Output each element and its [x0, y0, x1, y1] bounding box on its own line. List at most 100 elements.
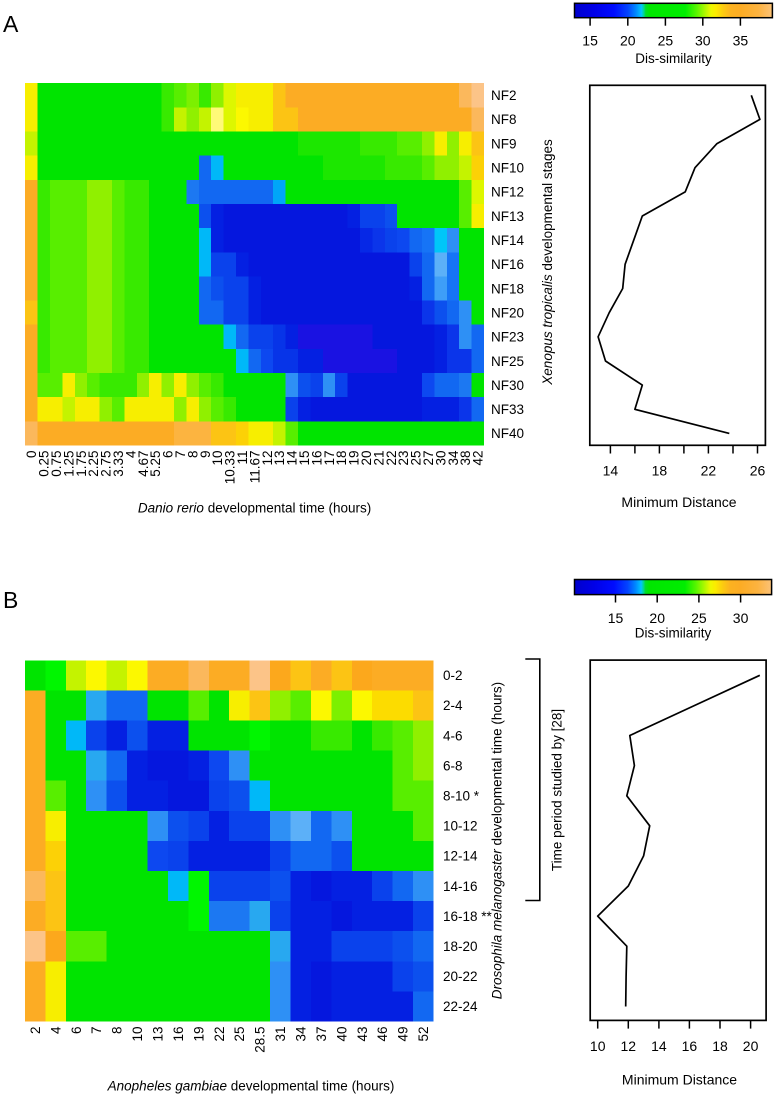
svg-text:12-14: 12-14 — [443, 849, 478, 864]
svg-text:20-22: 20-22 — [443, 969, 478, 984]
svg-text:21: 21 — [371, 451, 386, 466]
svg-text:Time period studied by [28]: Time period studied by [28] — [550, 709, 565, 871]
svg-text:18-20: 18-20 — [443, 939, 478, 954]
svg-text:13: 13 — [272, 451, 287, 466]
svg-text:20: 20 — [620, 33, 636, 49]
svg-text:25: 25 — [658, 33, 674, 49]
svg-text:NF9: NF9 — [491, 136, 517, 151]
svg-text:4.67: 4.67 — [136, 451, 151, 477]
svg-text:2.25: 2.25 — [86, 451, 101, 477]
svg-text:18: 18 — [712, 1038, 728, 1054]
svg-text:38: 38 — [458, 451, 473, 466]
svg-text:0: 0 — [24, 451, 39, 459]
svg-text:NF14: NF14 — [491, 233, 525, 248]
svg-text:NF16: NF16 — [491, 257, 524, 272]
svg-text:NF18: NF18 — [491, 281, 524, 296]
svg-text:49: 49 — [396, 1027, 411, 1042]
svg-text:6-8: 6-8 — [443, 758, 463, 773]
svg-text:30: 30 — [695, 33, 711, 49]
svg-text:30: 30 — [733, 610, 749, 626]
svg-text:Minimum Distance: Minimum Distance — [621, 494, 736, 510]
svg-text:25: 25 — [691, 610, 707, 626]
svg-text:30: 30 — [433, 451, 448, 466]
svg-text:40: 40 — [334, 1027, 349, 1042]
svg-text:8: 8 — [185, 451, 200, 459]
svg-text:2-4: 2-4 — [443, 698, 463, 713]
svg-text:1.75: 1.75 — [74, 451, 89, 477]
svg-text:22: 22 — [212, 1027, 227, 1042]
svg-text:4-6: 4-6 — [443, 728, 463, 743]
svg-text:NF13: NF13 — [491, 209, 524, 224]
svg-text:Dis-similarity: Dis-similarity — [635, 626, 712, 641]
svg-text:NF8: NF8 — [491, 112, 517, 127]
svg-text:NF23: NF23 — [491, 330, 524, 345]
svg-text:7: 7 — [173, 451, 188, 459]
svg-text:Anopheles gambiae developmenta: Anopheles gambiae developmental time (ho… — [107, 1079, 395, 1094]
svg-text:Danio rerio developmental time: Danio rerio developmental time (hours) — [138, 501, 371, 516]
svg-text:34: 34 — [446, 450, 461, 466]
svg-text:31: 31 — [273, 1027, 288, 1042]
svg-text:14: 14 — [651, 1038, 667, 1054]
svg-text:NF2: NF2 — [491, 88, 517, 103]
svg-text:14-16: 14-16 — [443, 879, 478, 894]
svg-text:25: 25 — [409, 451, 424, 466]
svg-text:14: 14 — [603, 463, 619, 479]
svg-text:20: 20 — [359, 451, 374, 466]
svg-text:0.75: 0.75 — [49, 451, 64, 477]
svg-text:28.5: 28.5 — [253, 1027, 268, 1053]
svg-text:10: 10 — [210, 451, 225, 466]
svg-text:NF20: NF20 — [491, 306, 524, 321]
svg-text:10.33: 10.33 — [223, 451, 238, 485]
svg-text:22-24: 22-24 — [443, 999, 478, 1014]
svg-text:19: 19 — [191, 1027, 206, 1042]
svg-text:4: 4 — [123, 450, 138, 458]
svg-text:43: 43 — [355, 1027, 370, 1042]
svg-text:8: 8 — [110, 1027, 125, 1035]
svg-text:2.75: 2.75 — [99, 451, 114, 477]
svg-text:10-12: 10-12 — [443, 819, 478, 834]
svg-text:0-2: 0-2 — [443, 668, 463, 683]
svg-text:12: 12 — [260, 451, 275, 466]
svg-text:20: 20 — [743, 1038, 759, 1054]
svg-text:12: 12 — [621, 1038, 637, 1054]
svg-text:NF40: NF40 — [491, 426, 524, 441]
svg-text:16: 16 — [171, 1027, 186, 1042]
svg-text:6: 6 — [161, 451, 176, 459]
svg-text:NF30: NF30 — [491, 378, 524, 393]
svg-text:0.25: 0.25 — [37, 451, 52, 477]
svg-text:7: 7 — [89, 1027, 104, 1035]
svg-text:16-18 **: 16-18 ** — [443, 909, 493, 924]
svg-text:Drosophila melanogaster develo: Drosophila melanogaster developmental ti… — [490, 682, 505, 999]
svg-text:23: 23 — [396, 451, 411, 466]
svg-text:10: 10 — [130, 1027, 145, 1042]
svg-text:16: 16 — [309, 451, 324, 466]
svg-text:14: 14 — [285, 450, 300, 466]
svg-text:52: 52 — [416, 1027, 431, 1042]
svg-text:11: 11 — [235, 451, 250, 465]
svg-text:27: 27 — [421, 451, 436, 466]
svg-text:22: 22 — [701, 463, 717, 479]
svg-text:15: 15 — [608, 610, 624, 626]
svg-text:A: A — [3, 11, 19, 37]
svg-text:35: 35 — [733, 33, 749, 49]
svg-text:3.33: 3.33 — [111, 451, 126, 477]
svg-text:NF12: NF12 — [491, 185, 524, 200]
svg-text:15: 15 — [297, 451, 312, 466]
svg-text:NF33: NF33 — [491, 402, 524, 417]
svg-text:26: 26 — [750, 463, 766, 479]
svg-text:B: B — [3, 587, 18, 613]
svg-text:20: 20 — [649, 610, 665, 626]
svg-text:15: 15 — [582, 33, 598, 49]
svg-text:46: 46 — [375, 1027, 390, 1042]
svg-text:19: 19 — [347, 451, 362, 466]
svg-text:8-10 *: 8-10 * — [443, 789, 480, 804]
svg-text:17: 17 — [322, 451, 337, 466]
svg-text:Dis-similarity: Dis-similarity — [635, 51, 712, 66]
svg-text:2: 2 — [28, 1027, 43, 1035]
svg-text:NF25: NF25 — [491, 354, 524, 369]
svg-text:Xenopus tropicalis development: Xenopus tropicalis developmental stages — [540, 139, 555, 386]
svg-text:Minimum Distance: Minimum Distance — [622, 1072, 737, 1088]
svg-text:18: 18 — [652, 463, 668, 479]
svg-text:42: 42 — [471, 451, 486, 466]
svg-text:9: 9 — [198, 451, 213, 459]
